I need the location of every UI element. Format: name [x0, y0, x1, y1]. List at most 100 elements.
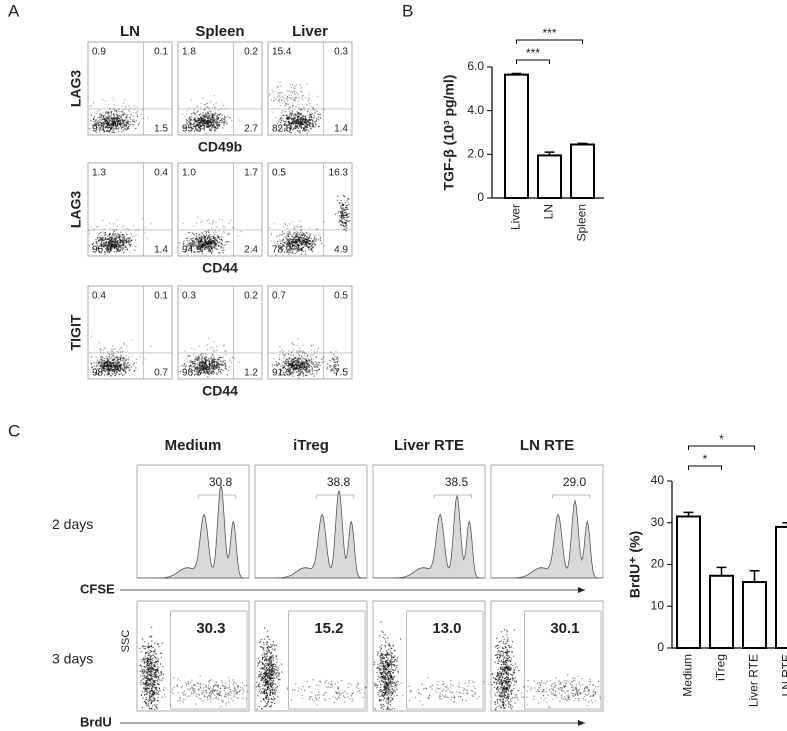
event-dot	[116, 128, 117, 129]
event-dot	[302, 352, 303, 353]
event-dot	[306, 352, 307, 353]
event-dot	[109, 354, 110, 355]
column-header: LN	[120, 23, 140, 40]
event-dot	[199, 346, 200, 347]
event-dot	[226, 123, 227, 124]
event-dot	[114, 234, 115, 235]
event-dot	[210, 368, 211, 369]
flow-plot: 1.30.496.91.4	[88, 163, 172, 256]
event-dot	[151, 675, 152, 676]
event-dot	[125, 231, 126, 232]
event-dot	[239, 119, 240, 120]
event-dot	[142, 679, 143, 680]
event-dot	[345, 230, 346, 231]
event-dot	[103, 119, 104, 120]
event-dot	[150, 661, 151, 662]
event-dot	[114, 357, 115, 358]
event-dot	[134, 362, 135, 363]
event-dot	[212, 114, 213, 115]
event-dot	[287, 118, 288, 119]
event-dot	[112, 360, 113, 361]
event-dot	[219, 358, 220, 359]
event-dot	[206, 238, 207, 239]
event-dot	[211, 228, 212, 229]
event-dot	[214, 95, 215, 96]
event-dot	[192, 232, 193, 233]
event-dot	[299, 375, 300, 376]
event-dot	[207, 371, 208, 372]
event-dot	[228, 692, 229, 693]
event-dot	[149, 652, 150, 653]
event-dot	[208, 116, 209, 117]
event-dot	[282, 96, 283, 97]
event-dot	[156, 676, 157, 677]
column-header: Spleen	[195, 23, 244, 40]
event-dot	[215, 237, 216, 238]
event-dot	[213, 220, 214, 221]
event-dot	[140, 675, 141, 676]
event-dot	[305, 120, 306, 121]
event-dot	[133, 109, 134, 110]
event-dot	[182, 113, 183, 114]
event-dot	[128, 105, 129, 106]
event-dot	[105, 241, 106, 242]
event-dot	[216, 346, 217, 347]
event-dot	[226, 705, 227, 706]
event-dot	[209, 370, 210, 371]
event-dot	[288, 121, 289, 122]
event-dot	[284, 95, 285, 96]
event-dot	[124, 126, 125, 127]
event-dot	[124, 120, 125, 121]
event-dot	[289, 232, 290, 233]
event-dot	[283, 226, 284, 227]
event-dot	[282, 118, 283, 119]
event-dot	[216, 128, 217, 129]
event-dot	[224, 244, 225, 245]
event-dot	[302, 104, 303, 105]
event-dot	[296, 84, 297, 85]
event-dot	[286, 357, 287, 358]
event-dot	[113, 114, 114, 115]
event-dot	[151, 663, 152, 664]
event-dot	[97, 120, 98, 121]
event-dot	[100, 357, 101, 358]
event-dot	[104, 358, 105, 359]
event-dot	[311, 126, 312, 127]
event-dot	[304, 121, 305, 122]
event-dot	[150, 696, 151, 697]
event-dot	[334, 365, 335, 366]
event-dot	[213, 104, 214, 105]
event-dot	[288, 353, 289, 354]
event-dot	[223, 344, 224, 345]
event-dot	[284, 101, 285, 102]
event-dot	[187, 238, 188, 239]
event-dot	[203, 109, 204, 110]
event-dot	[286, 361, 287, 362]
event-dot	[191, 116, 192, 117]
event-dot	[206, 235, 207, 236]
event-dot	[208, 251, 209, 252]
event-dot	[183, 694, 184, 695]
event-dot	[145, 667, 146, 668]
event-dot	[120, 117, 121, 118]
event-dot	[206, 126, 207, 127]
event-dot	[203, 236, 204, 237]
event-dot	[189, 120, 190, 121]
event-dot	[134, 235, 135, 236]
event-dot	[114, 251, 115, 252]
event-dot	[130, 108, 131, 109]
event-dot	[207, 244, 208, 245]
event-dot	[279, 235, 280, 236]
event-dot	[198, 364, 199, 365]
event-dot	[225, 120, 226, 121]
event-dot	[191, 118, 192, 119]
event-dot	[207, 117, 208, 118]
event-dot	[225, 122, 226, 123]
column-header: Liver RTE	[394, 437, 464, 454]
event-dot	[217, 122, 218, 123]
event-dot	[113, 240, 114, 241]
event-dot	[224, 350, 225, 351]
flow-plot: 1.01.794.92.4	[178, 163, 262, 256]
event-dot	[117, 234, 118, 235]
event-dot	[139, 123, 140, 124]
